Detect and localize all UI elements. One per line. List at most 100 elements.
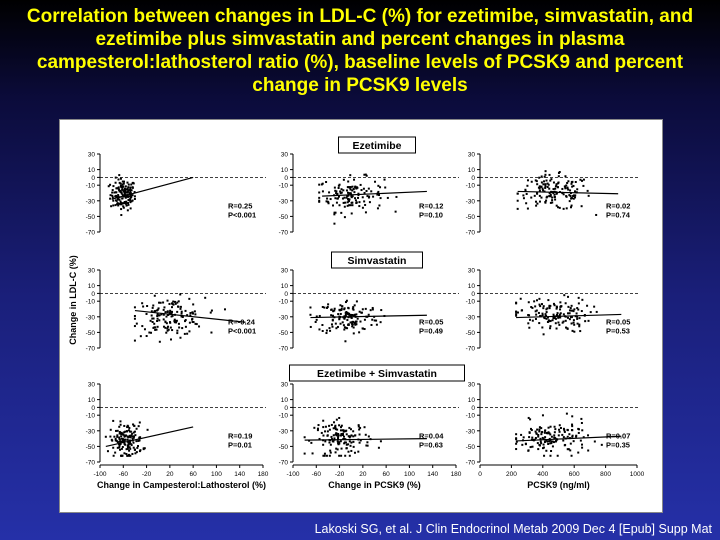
data-point — [322, 426, 325, 429]
data-point — [528, 431, 531, 434]
citation: Lakoski SG, et al. J Clin Endocrinol Met… — [314, 522, 712, 536]
data-point — [335, 432, 338, 435]
data-point — [348, 198, 351, 201]
data-point — [327, 202, 330, 205]
data-point — [538, 185, 541, 188]
data-point — [349, 321, 352, 324]
data-point — [542, 305, 545, 308]
data-point — [568, 318, 571, 321]
data-point — [332, 440, 335, 443]
data-point — [151, 306, 154, 309]
data-point — [383, 178, 386, 181]
data-point — [198, 325, 201, 328]
data-point — [353, 321, 356, 324]
data-point — [535, 313, 538, 316]
data-point — [527, 449, 530, 452]
data-point — [570, 309, 573, 312]
data-point — [150, 331, 153, 334]
data-point — [183, 332, 186, 335]
data-point — [547, 442, 550, 445]
data-point — [109, 183, 112, 186]
data-point — [348, 454, 351, 457]
y-tick-label: 10 — [88, 283, 96, 290]
data-point — [558, 430, 561, 433]
data-point — [348, 426, 351, 429]
data-point — [378, 204, 381, 207]
y-tick-label: -10 — [86, 299, 96, 306]
data-point — [555, 204, 558, 207]
data-point — [347, 443, 350, 446]
data-point — [179, 336, 182, 339]
data-point — [357, 425, 360, 428]
data-point — [111, 194, 114, 197]
data-point — [350, 434, 353, 437]
data-point — [111, 189, 114, 192]
data-point — [164, 311, 167, 314]
data-point — [340, 211, 343, 214]
data-point — [106, 450, 109, 453]
data-point — [126, 181, 129, 184]
data-point — [354, 320, 357, 323]
data-point — [538, 430, 541, 433]
data-point — [114, 439, 117, 442]
data-point — [318, 437, 321, 440]
data-point — [129, 192, 132, 195]
data-point — [361, 327, 364, 330]
data-point — [318, 183, 321, 186]
data-point — [176, 329, 179, 332]
p-value-label: P<0.001 — [228, 327, 256, 336]
x-tick-label: 100 — [404, 471, 415, 478]
data-point — [151, 317, 154, 320]
y-tick-label: 30 — [281, 382, 289, 389]
data-point — [125, 204, 128, 207]
data-point — [530, 180, 533, 183]
data-point — [379, 186, 382, 189]
data-point — [127, 203, 130, 206]
data-point — [571, 429, 574, 432]
data-point — [343, 205, 346, 208]
data-point — [333, 211, 336, 214]
data-point — [157, 307, 160, 310]
data-point — [123, 424, 126, 427]
data-point — [562, 439, 565, 442]
data-point — [372, 195, 375, 198]
data-point — [587, 434, 590, 437]
data-point — [364, 211, 367, 214]
data-point — [155, 309, 158, 312]
data-point — [584, 320, 587, 323]
data-point — [549, 201, 552, 204]
data-point — [562, 320, 565, 323]
data-point — [581, 179, 584, 182]
data-point — [141, 325, 144, 328]
data-point — [321, 330, 324, 333]
data-point — [377, 446, 380, 449]
data-point — [566, 181, 569, 184]
x-tick-label: 0 — [478, 471, 482, 478]
data-point — [126, 187, 129, 190]
data-point — [154, 328, 157, 331]
y-tick-label: -70 — [279, 460, 289, 467]
data-point — [334, 322, 337, 325]
data-point — [120, 431, 123, 434]
data-point — [344, 301, 347, 304]
data-point — [137, 439, 140, 442]
regression-line — [322, 190, 427, 197]
data-point — [379, 197, 382, 200]
data-point — [180, 310, 183, 313]
data-point — [357, 424, 360, 427]
data-point — [340, 447, 343, 450]
data-point — [117, 187, 120, 190]
data-point — [123, 180, 126, 183]
data-point — [548, 173, 551, 176]
data-point — [344, 315, 347, 318]
data-point — [347, 450, 350, 453]
data-point — [365, 174, 368, 177]
data-point — [120, 454, 123, 457]
data-point — [336, 448, 339, 451]
data-point — [545, 449, 548, 452]
data-point — [145, 312, 148, 315]
data-point — [575, 312, 578, 315]
data-point — [567, 305, 570, 308]
data-point — [164, 326, 167, 329]
data-point — [162, 318, 165, 321]
